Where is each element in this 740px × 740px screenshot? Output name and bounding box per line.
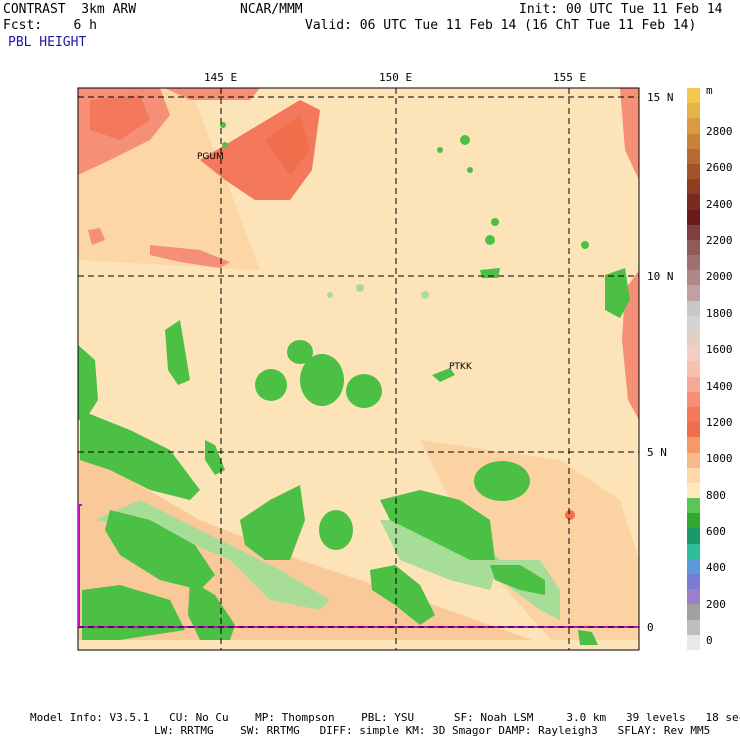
colorbar-label: 400 (706, 561, 726, 575)
model-title: CONTRAST 3km ARW (3, 2, 137, 17)
colorbar-swatch (687, 513, 700, 529)
colorbar-label: 1600 (706, 343, 733, 357)
colorbar-swatch (687, 239, 700, 256)
colorbar-swatch (687, 634, 700, 651)
init-time: Init: 00 UTC Tue 11 Feb 14 (519, 2, 723, 17)
colorbar-swatch (687, 285, 700, 302)
colorbar-swatch (687, 255, 700, 271)
colorbar-label: 1000 (706, 452, 733, 466)
colorbar-swatch (687, 589, 700, 605)
lat-label-10n: 10 N (647, 270, 674, 283)
lon-label-150: 150 E (379, 71, 413, 84)
forecast-hour: Fcst: 6 h (3, 18, 97, 33)
colorbar-swatch (687, 619, 700, 636)
map-field (78, 88, 639, 650)
colorbar-swatch (687, 482, 700, 499)
valid-time: Valid: 06 UTC Tue 11 Feb 14 (16 ChT Tue … (305, 18, 697, 33)
colorbar-label: 2200 (706, 234, 733, 248)
colorbar-label: 2800 (706, 125, 733, 138)
colorbar-swatch (687, 209, 700, 226)
colorbar-swatch (687, 179, 700, 195)
field-name: PBL HEIGHT (8, 35, 87, 50)
colorbar-label: 1800 (706, 306, 733, 320)
colorbar-swatch (687, 346, 700, 362)
pbl-height-map (77, 87, 640, 651)
colorbar-swatch (687, 452, 700, 469)
colorbar-label: 1400 (706, 379, 733, 393)
colorbar-swatch (687, 148, 700, 165)
colorbar-swatch (687, 331, 700, 347)
colorbar-swatch (687, 270, 700, 286)
colorbar-swatch (687, 467, 700, 484)
model-info-line2: LW: RRTMG SW: RRTMG DIFF: simple KM: 3D … (154, 724, 711, 737)
colorbar-label: 200 (706, 597, 726, 611)
colorbar-label: 2000 (706, 270, 733, 284)
colorbar-swatch (687, 315, 700, 332)
colorbar-swatch (687, 194, 700, 210)
colorbar-swatch (687, 88, 700, 104)
colorbar-label: 2400 (706, 197, 733, 211)
org-label: NCAR/MMM (240, 2, 303, 17)
lat-label-5n: 5 N (647, 446, 667, 459)
colorbar-swatch (687, 376, 700, 393)
colorbar-swatch (687, 391, 700, 408)
colorbar-swatch (687, 224, 700, 241)
model-info-line1: Model Info: V3.5.1 CU: No Cu MP: Thompso… (30, 711, 740, 724)
colorbar-label: 800 (706, 488, 726, 502)
colorbar-label: 0 (706, 634, 713, 647)
colorbar-swatch (687, 558, 700, 575)
colorbar-unit: m (706, 84, 713, 97)
lat-lon-grid (78, 88, 639, 650)
colorbar-label: 1200 (706, 415, 733, 429)
colorbar-swatch (687, 498, 700, 514)
colorbar-swatch (687, 422, 700, 438)
colorbar-swatch (687, 103, 700, 119)
colorbar-label: 2600 (706, 161, 733, 175)
colorbar-swatch (687, 406, 700, 423)
lon-label-145: 145 E (204, 71, 238, 84)
colorbar-label: 600 (706, 524, 726, 538)
colorbar-swatch (687, 604, 700, 621)
colorbar-swatch (687, 437, 700, 454)
station-pgum: PGUM (197, 152, 224, 162)
colorbar-swatch (687, 361, 700, 378)
lat-label-0: 0 (647, 621, 654, 634)
station-ptkk: PTKK (449, 362, 472, 372)
colorbar-swatch (687, 300, 700, 317)
lon-label-155: 155 E (553, 71, 587, 84)
colorbar-swatch (687, 133, 700, 150)
lat-label-15n: 15 N (647, 91, 674, 104)
colorbar-swatch (687, 574, 700, 590)
colorbar-swatch (687, 543, 700, 560)
colorbar-swatch (687, 118, 700, 135)
colorbar-swatch (687, 528, 700, 545)
colorbar-swatch (687, 163, 700, 180)
